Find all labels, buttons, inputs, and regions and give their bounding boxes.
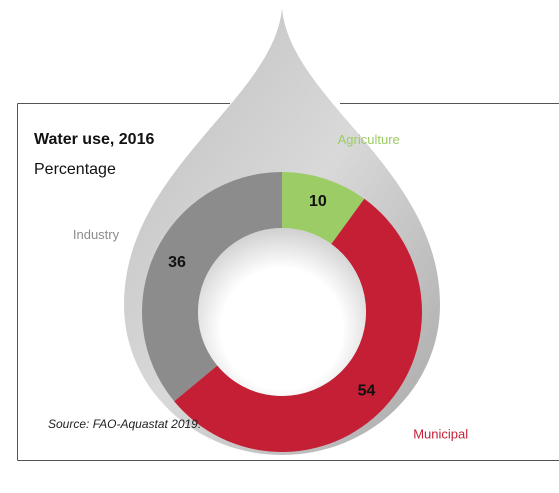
category-label: Industry [73,227,120,242]
category-label: Municipal [413,427,468,442]
donut-hole [198,228,366,396]
source-note: Source: FAO-Aquastat 2019. [48,417,201,431]
value-label: 54 [358,383,376,400]
category-label: Agriculture [338,132,400,147]
chart-subtitle: Percentage [34,161,116,178]
value-label: 36 [168,254,186,271]
value-label: 10 [309,193,327,210]
chart-title: Water use, 2016 [34,131,154,148]
